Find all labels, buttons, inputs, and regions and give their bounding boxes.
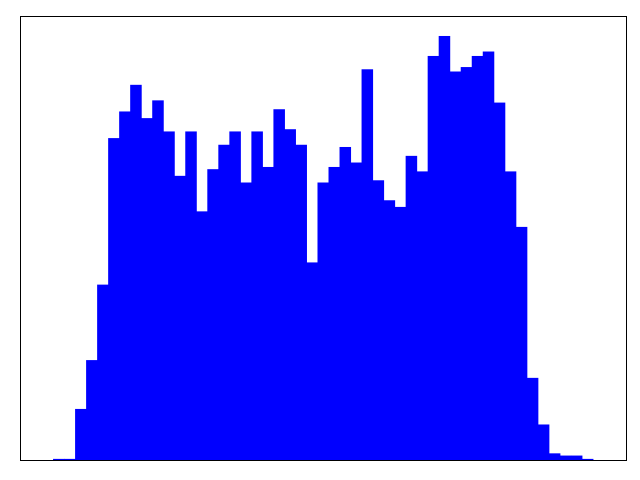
- histogram-bar: [273, 109, 285, 461]
- histogram-bar: [130, 84, 142, 460]
- histogram-bar: [460, 67, 473, 460]
- histogram-bar: [86, 360, 98, 460]
- histogram-bar: [295, 144, 307, 460]
- histogram-bar: [526, 377, 539, 460]
- histogram-bar: [207, 169, 219, 460]
- histogram-bar: [383, 200, 396, 460]
- histogram-bar: [438, 35, 451, 460]
- histogram-bar: [537, 424, 550, 460]
- histogram-bar: [515, 226, 528, 460]
- histogram-bar: [185, 131, 197, 460]
- histogram-bar: [548, 453, 561, 460]
- histogram-bar: [372, 180, 385, 460]
- histogram-bar: [229, 131, 241, 460]
- histogram-bar: [449, 71, 462, 460]
- histogram-bar: [361, 69, 374, 460]
- histogram-bar: [350, 162, 363, 460]
- histogram-bar: [471, 55, 484, 461]
- histogram-bar: [284, 129, 296, 460]
- histogram-bar: [251, 131, 263, 460]
- histogram-bar: [416, 171, 429, 460]
- histogram-bar: [504, 171, 517, 460]
- histogram-bar: [75, 408, 87, 460]
- histogram-bar: [97, 284, 109, 460]
- histogram-bar: [570, 455, 583, 460]
- histogram-bar: [141, 118, 153, 461]
- histogram-bar: [163, 131, 175, 460]
- histogram-bar: [196, 211, 208, 460]
- histogram-bar: [581, 458, 594, 460]
- histogram-bar: [174, 175, 186, 460]
- histogram-bar: [119, 111, 131, 461]
- histogram-bar: [559, 455, 572, 460]
- histogram-bar: [482, 51, 495, 461]
- histogram-bar: [328, 166, 341, 460]
- histogram-bar: [493, 102, 506, 460]
- histogram-bar: [64, 458, 76, 460]
- histogram-bar: [240, 182, 252, 460]
- histogram-bar: [218, 144, 230, 460]
- histogram-bar: [108, 138, 120, 460]
- bars-group: [53, 35, 594, 461]
- histogram-bar: [394, 206, 407, 460]
- histogram-bar: [262, 166, 274, 460]
- histogram-bar: [152, 100, 164, 461]
- plot-frame: [20, 16, 627, 461]
- histogram-bar: [405, 155, 418, 461]
- histogram-bar: [53, 458, 65, 460]
- histogram-bar: [317, 182, 330, 460]
- histogram-bar: [427, 55, 440, 461]
- histogram-bar: [306, 262, 318, 460]
- histogram-bar: [339, 146, 352, 461]
